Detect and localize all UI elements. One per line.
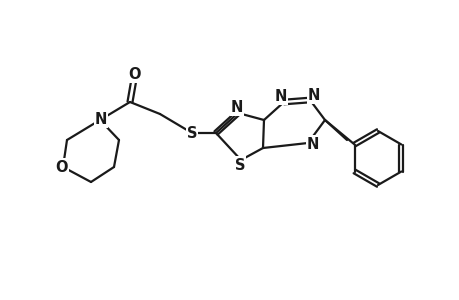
Text: S: S [186,125,197,140]
Text: O: O [56,160,68,175]
Text: N: N [307,88,319,103]
Text: N: N [230,100,243,115]
Text: O: O [129,67,141,82]
Text: N: N [306,136,319,152]
Text: S: S [234,158,245,172]
Text: N: N [274,88,286,104]
Text: N: N [95,112,107,127]
